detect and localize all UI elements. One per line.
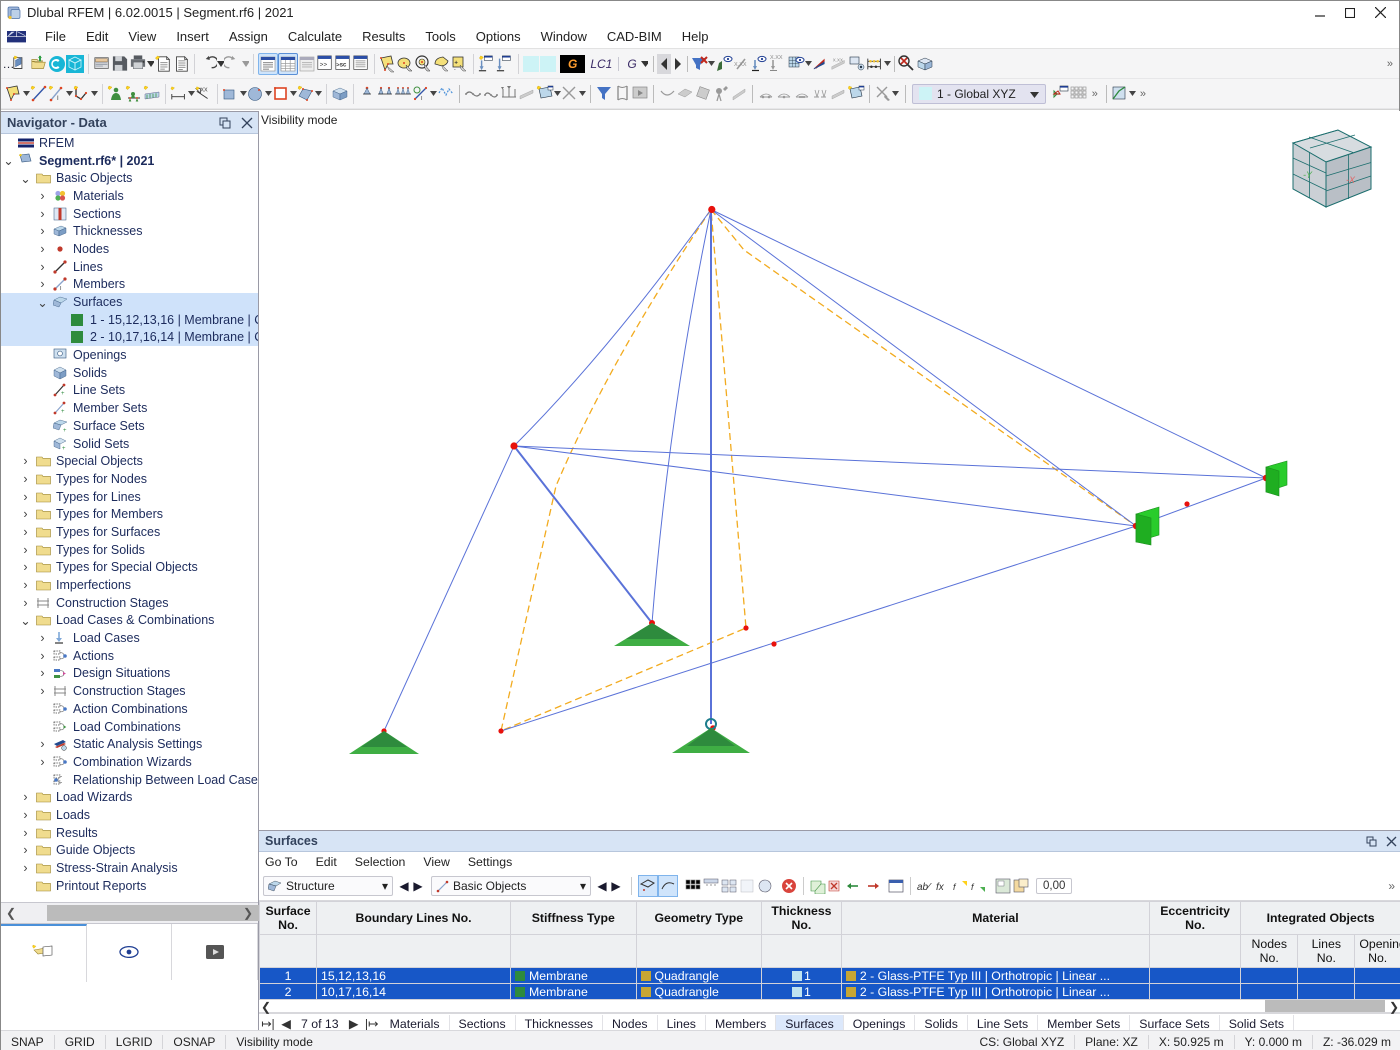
svg-text:f: f bbox=[971, 882, 975, 892]
svg-text:>SC: >SC bbox=[336, 61, 347, 68]
svg-text:X.XX: X.XX bbox=[734, 62, 747, 68]
svg-text:XX: XX bbox=[200, 87, 208, 93]
svg-text:X.XX: X.XX bbox=[832, 57, 842, 62]
svg-text:>>: >> bbox=[320, 61, 328, 68]
svg-text:+: + bbox=[61, 391, 65, 397]
svg-text:-Y: -Y bbox=[1303, 170, 1313, 180]
svg-text:+: + bbox=[61, 409, 65, 415]
svg-text:fx: fx bbox=[936, 882, 945, 893]
svg-text:X.XX: X.XX bbox=[770, 55, 783, 61]
svg-text:I: I bbox=[60, 286, 62, 291]
svg-text:I: I bbox=[57, 96, 59, 102]
svg-text:f: f bbox=[953, 882, 957, 892]
svg-text:-X: -X bbox=[1346, 175, 1356, 185]
svg-text:I: I bbox=[421, 96, 423, 102]
svg-text:ab⁄: ab⁄ bbox=[917, 882, 932, 893]
svg-text:+: + bbox=[62, 446, 66, 451]
svg-text:+: + bbox=[63, 428, 67, 432]
svg-text:-: - bbox=[454, 66, 456, 72]
